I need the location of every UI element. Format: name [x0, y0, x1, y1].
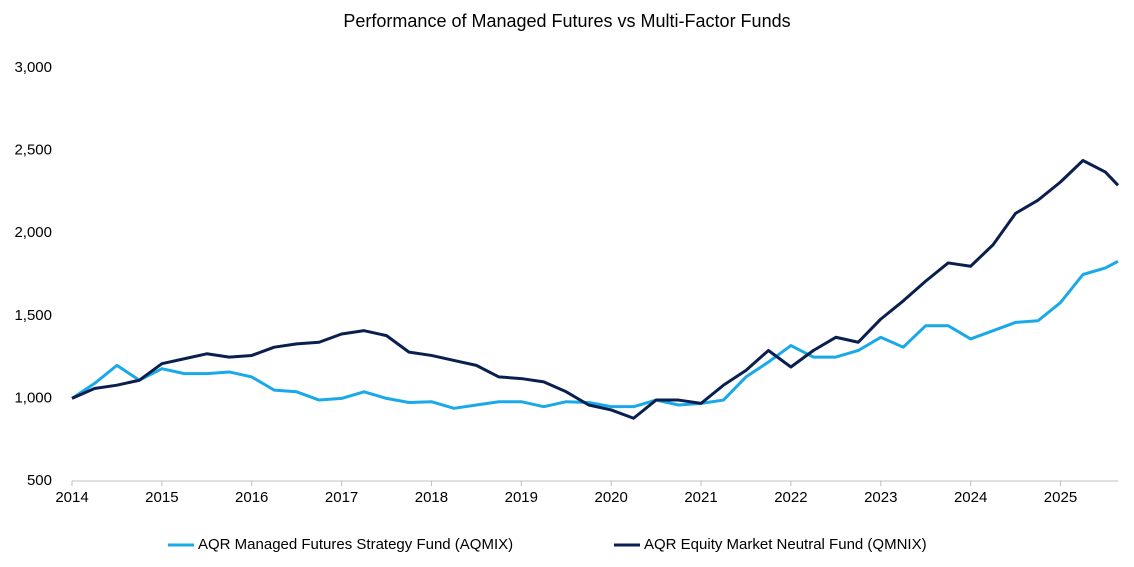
x-tick-label: 2020: [594, 489, 627, 506]
y-tick-label: 3,000: [14, 59, 52, 76]
y-tick-label: 1,500: [14, 307, 52, 324]
x-tick-label: 2014: [55, 489, 88, 506]
x-tick-label: 2018: [415, 489, 448, 506]
x-tick-label: 2024: [954, 489, 987, 506]
x-tick-label: 2019: [505, 489, 538, 506]
x-tick-label: 2016: [235, 489, 268, 506]
x-tick-label: 2021: [684, 489, 717, 506]
series-line: [71, 159, 1120, 420]
x-tick-label: 2022: [774, 489, 807, 506]
legend-label: AQR Equity Market Neutral Fund (QMNIX): [644, 536, 927, 553]
y-tick-label: 1,000: [14, 389, 52, 406]
x-tick-label: 2017: [325, 489, 358, 506]
y-tick-label: 500: [27, 472, 52, 489]
y-tick-label: 2,500: [14, 142, 52, 159]
x-tick-label: 2023: [864, 489, 897, 506]
chart-title: Performance of Managed Futures vs Multi-…: [343, 11, 790, 31]
y-tick-label: 2,000: [14, 224, 52, 241]
series-line: [71, 259, 1119, 410]
legend-label: AQR Managed Futures Strategy Fund (AQMIX…: [198, 536, 513, 553]
x-tick-label: 2025: [1044, 489, 1077, 506]
x-tick-label: 2015: [145, 489, 178, 506]
